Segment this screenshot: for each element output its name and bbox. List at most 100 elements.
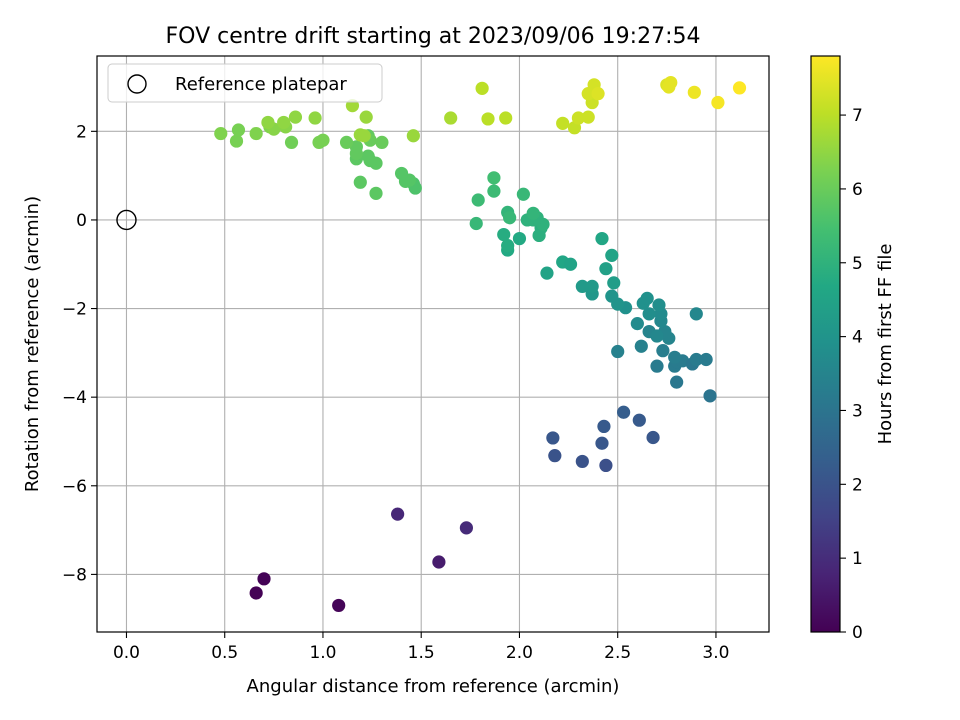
colorbar-ticks: 0 1 2 3 4 5 6 7 [840,106,863,643]
data-point [597,419,611,434]
data-point [607,276,621,290]
data-point [497,227,511,242]
legend-box [107,63,383,103]
reference-platepar-point [116,209,137,231]
data-point [469,216,483,231]
data-point [503,211,517,225]
data-point [591,87,605,101]
y-tick-label: 0 [76,211,87,231]
y-tick-label: −2 [62,300,87,320]
data-point [214,126,228,141]
legend-entry-reference-platepar: Reference platepar [175,74,347,95]
data-point [605,289,619,303]
data-point [249,586,263,600]
data-point [599,458,613,473]
colorbar-gradient [810,55,841,633]
data-point [261,115,275,130]
data-point [361,149,375,163]
x-tick-label: 1.5 [408,643,435,663]
data-point [689,352,703,367]
data-point [349,140,363,154]
colorbar-tick-label: 5 [852,254,863,274]
data-point [369,186,383,200]
data-point [432,555,446,569]
data-point [288,110,303,124]
colorbar: 0 1 2 3 4 5 6 7 Hours from first FF file [810,55,896,643]
data-point [548,449,562,463]
x-tick-label: 1.0 [309,643,336,663]
data-point [581,110,595,124]
data-point [339,135,354,149]
data-point [359,110,373,124]
data-point [249,126,263,141]
chart-title: FOV centre drift starting at 2023/09/06 … [166,24,701,49]
data-point [646,430,660,445]
data-point [487,171,501,185]
colorbar-tick-label: 6 [852,180,863,200]
data-point [656,344,670,358]
data-point [277,115,291,130]
colorbar-label: Hours from first FF file [875,244,896,445]
plot-frame [96,55,770,633]
data-point [308,111,322,125]
data-point [616,405,631,419]
data-point [662,80,676,94]
data-point [406,129,420,143]
data-point [316,133,330,147]
colorbar-tick-label: 0 [852,623,863,643]
data-point [257,572,271,586]
y-tick-label: 2 [76,122,87,142]
data-point [231,123,246,137]
data-point [595,231,609,246]
data-point [668,350,682,364]
data-point [632,413,646,427]
y-tick-label: −4 [62,388,87,408]
x-tick-label: 0.5 [211,643,238,663]
legend: Reference platepar [107,63,383,103]
x-tick-label: 2.5 [604,643,631,663]
data-point [611,344,625,359]
x-axis-label: Angular distance from reference (arcmin) [247,676,620,697]
data-point [394,166,409,181]
data-point [640,291,654,305]
data-point [699,352,713,367]
colorbar-tick-label: 4 [852,328,863,348]
data-point [353,175,367,189]
data-point [732,81,747,95]
x-tick-label: 2.0 [506,643,533,663]
data-point [563,257,578,271]
data-point [650,359,664,373]
y-axis-label: Rotation from reference (arcmin) [22,196,43,492]
x-tick-label: 3.0 [702,643,729,663]
data-point [605,248,619,262]
data-point [357,129,371,143]
y-tick-label: −8 [62,565,87,585]
data-point [375,135,389,149]
y-tick-label: −6 [62,477,87,497]
data-point [630,317,644,331]
axis-ticks: 0.0 0.5 1.0 1.5 2.0 2.5 3.0 −8 −6 −4 −2 0 2 [62,122,730,663]
data-point [332,598,346,613]
data-point [481,112,495,126]
data-point [512,231,527,246]
data-point [499,111,513,125]
data-point [391,507,405,521]
x-tick-label: 0.0 [113,643,140,663]
data-point [471,193,485,207]
data-point [595,436,609,450]
colorbar-tick-label: 1 [852,549,863,569]
data-point [670,375,684,389]
data-point [711,95,725,110]
data-point [459,521,474,535]
data-point [229,134,244,148]
data-point [689,307,703,321]
data-point [703,389,717,403]
colorbar-tick-label: 2 [852,475,863,495]
data-point [571,111,586,125]
legend-reference-marker [127,74,147,94]
data-point [652,298,666,312]
data-points [214,75,747,613]
data-point [650,329,664,343]
